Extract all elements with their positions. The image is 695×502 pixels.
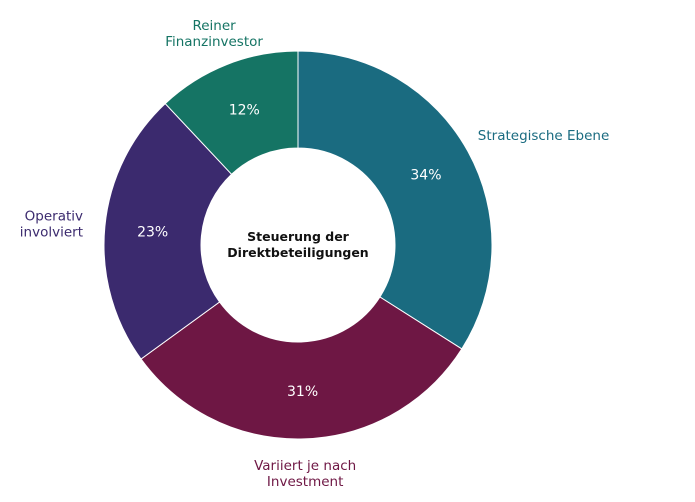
slice-value-label-1: 31% xyxy=(287,384,318,400)
slice-category-label-line: Investment xyxy=(267,474,343,490)
slice-category-label-line: Operativ xyxy=(25,209,83,225)
slice-category-label-0: Strategische Ebene xyxy=(478,128,609,144)
slice-category-labels: Strategische Ebene Variiert je nach Invest… xyxy=(20,18,609,490)
slice-value-label-0: 34% xyxy=(410,168,441,184)
slice-value-label-3: 12% xyxy=(229,102,260,118)
donut-slice-2 xyxy=(103,102,233,360)
slice-category-label-line: involviert xyxy=(20,225,83,241)
donut-slice-3 xyxy=(164,50,299,175)
slice-category-label-line: Variiert je nach xyxy=(254,458,356,474)
center-title: Steuerung der Direktbeteiligungen xyxy=(227,229,368,260)
center-title-line: Steuerung der xyxy=(247,229,350,244)
donut-slice-0 xyxy=(297,50,493,350)
slice-category-label-3: Reiner Finanzinvestor xyxy=(165,18,263,50)
slice-value-labels: 34% 31% 23% 12% xyxy=(137,102,441,400)
donut-slice-1 xyxy=(140,296,463,440)
center-title-line: Direktbeteiligungen xyxy=(227,245,368,260)
slice-category-label-line: Strategische Ebene xyxy=(478,128,609,144)
slice-category-label-line: Reiner xyxy=(192,18,236,34)
slice-category-label-2: Operativ involviert xyxy=(20,209,83,241)
donut-slices xyxy=(103,50,493,440)
slice-category-label-1: Variiert je nach Investment xyxy=(254,458,356,490)
slice-category-label-line: Finanzinvestor xyxy=(165,34,263,50)
slice-value-label-2: 23% xyxy=(137,224,168,240)
